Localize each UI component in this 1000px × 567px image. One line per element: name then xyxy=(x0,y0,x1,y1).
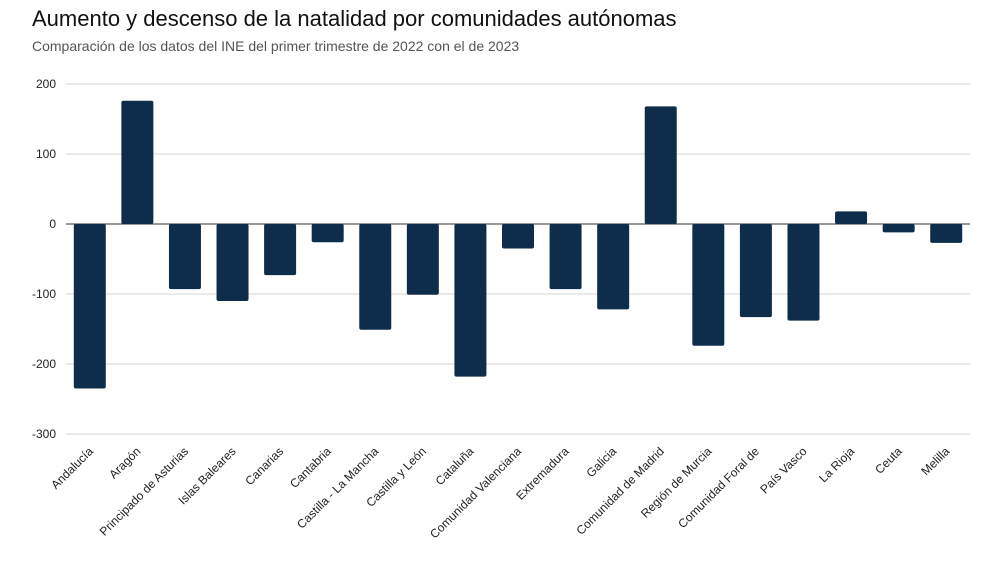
bar-extremadura xyxy=(549,224,582,290)
x-tick-label: País Vasco xyxy=(757,444,809,496)
x-tick-label: Comunidad de Madrid xyxy=(573,444,666,537)
bar-comunidad-de-madrid xyxy=(644,106,677,224)
bars xyxy=(73,100,963,389)
gridlines xyxy=(66,83,970,435)
y-axis-ticks: 200 100 0 -100 -200 -300 xyxy=(32,77,56,441)
chart-title: Aumento y descenso de la natalidad por c… xyxy=(32,6,677,31)
bar-aragón xyxy=(121,100,154,224)
x-tick-label: Cantabria xyxy=(287,444,334,491)
x-tick-label: La Rioja xyxy=(816,444,857,485)
x-tick-label: Comunidad Valenciana xyxy=(427,444,524,541)
bar-andalucía xyxy=(73,224,106,389)
x-tick-label: Canarias xyxy=(242,444,286,488)
bar-cantabria xyxy=(311,224,344,243)
bar-islas-baleares xyxy=(216,224,249,301)
bar-castilla-la-mancha xyxy=(359,224,392,330)
bar-melilla xyxy=(930,224,963,243)
bar-galicia xyxy=(597,224,630,310)
bar-región-de-murcia xyxy=(692,224,725,346)
x-tick-label: Comunidad Foral de xyxy=(675,444,762,531)
bar-la-rioja xyxy=(835,211,868,224)
x-tick-label: Principado de Asturias xyxy=(97,444,191,538)
x-tick-label: Galicia xyxy=(583,444,619,480)
bar-comunidad-foral-de xyxy=(739,224,772,318)
bar-comunidad-valenciana xyxy=(502,224,534,249)
x-tick-label: Cataluña xyxy=(433,444,477,488)
x-tick-label: Andalucía xyxy=(48,444,96,492)
bar-cataluña xyxy=(454,224,487,377)
y-tick-label: -300 xyxy=(32,427,56,441)
x-tick-label: Aragón xyxy=(106,444,143,481)
y-tick-label: 100 xyxy=(36,147,56,161)
x-tick-label: Castilla - La Mancha xyxy=(294,444,381,531)
y-tick-label: 200 xyxy=(36,77,56,91)
x-tick-label: Ceuta xyxy=(872,444,905,477)
chart-subtitle: Comparación de los datos del INE del pri… xyxy=(32,38,520,54)
y-tick-label: 0 xyxy=(49,217,56,231)
bar-castilla-y-león xyxy=(406,224,439,295)
y-tick-label: -100 xyxy=(32,287,56,301)
bar-principado-de-asturias xyxy=(168,224,201,290)
x-tick-label: Melilla xyxy=(918,444,952,478)
bar-canarias xyxy=(264,224,297,276)
bar-ceuta xyxy=(882,224,915,233)
y-tick-label: -200 xyxy=(32,357,56,371)
bar-país-vasco xyxy=(787,224,820,321)
